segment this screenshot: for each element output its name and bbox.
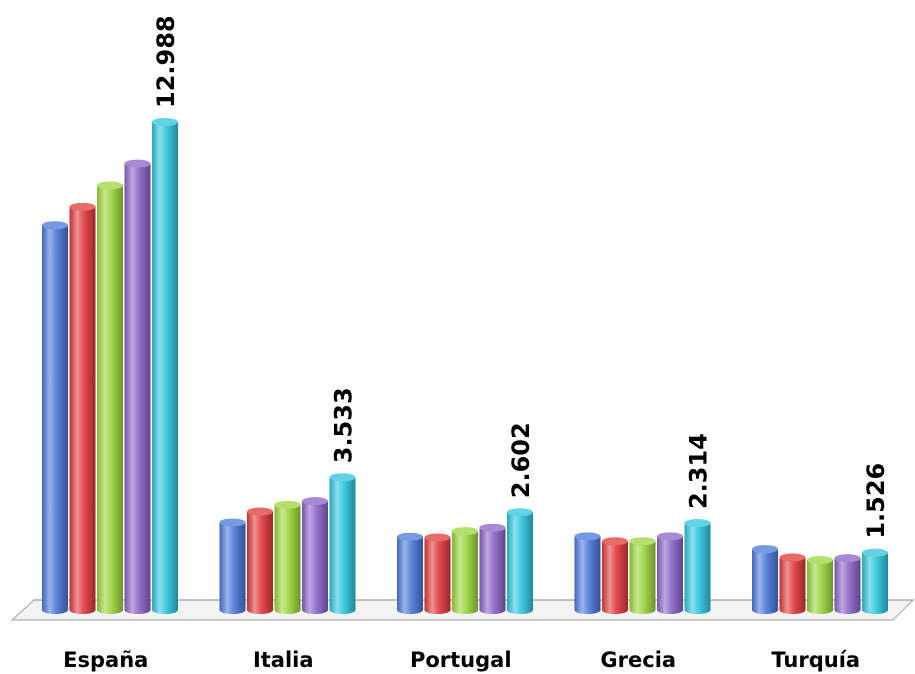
bar-top-cap [684,519,711,528]
bar-body [97,185,123,614]
bar-grecia-series-2 [602,537,628,614]
bar-top-cap [574,532,601,541]
data-labels-group: 12.988 3.533 2.602 2.314 1.526 [152,15,890,538]
bar-top-cap [69,202,96,211]
bar-top-cap [479,523,506,532]
bar-turquia-series-3 [807,556,833,614]
category-label-portugal: Portugal [410,648,512,672]
bar-body [834,558,861,614]
bar-top-cap [247,507,273,516]
bar-turquia-series-1 [752,545,778,614]
bar-top-cap [152,118,178,126]
bar-top-cap [424,533,451,542]
bar-body [124,163,151,614]
bars-group [42,118,888,615]
bar-espana-series-2 [69,202,96,615]
bar-top-cap [97,181,123,190]
bar-body [274,504,301,614]
bar-italia-series-1 [219,518,246,614]
bar-top-cap [452,527,478,536]
bar-top-cap [629,537,656,546]
bar-body [424,537,451,614]
bar-body [397,536,423,614]
bar-body [452,531,478,614]
bar-turquia-series-2 [779,553,806,614]
bar-top-cap [507,508,533,517]
bar-italia-series-3 [274,500,301,614]
bar-italia-series-5 [329,473,356,614]
bar-top-cap [124,159,151,168]
bar-top-cap [807,556,833,565]
bar-grecia-series-3 [629,537,656,614]
bar-body [302,501,328,614]
category-label-italia: Italia [253,648,314,672]
bar-body [479,527,506,614]
bar-espana-series-3 [97,181,123,614]
bar-body [629,541,656,614]
bar-body [42,225,68,614]
bar-body [752,549,778,614]
bar-portugal-series-3 [452,527,478,614]
bar-body [152,122,178,614]
bar-body [602,541,628,614]
bar-body [329,477,356,614]
bar-grecia-series-1 [574,532,601,614]
bar-body [219,522,246,614]
bar-portugal-series-1 [397,532,423,614]
bar-top-cap [42,221,68,230]
bar-body [657,536,683,614]
bar-portugal-series-2 [424,533,451,614]
data-label-espana: 12.988 [152,15,180,108]
category-labels-group: España Italia Portugal Grecia Turquía [63,648,860,672]
category-label-espana: España [63,648,148,672]
data-label-turquia: 1.526 [862,463,890,539]
bar-portugal-series-5 [507,508,533,614]
bar-top-cap [779,553,806,562]
bar-grecia-series-4 [657,532,683,614]
category-label-grecia: Grecia [600,648,676,672]
data-label-portugal: 2.602 [507,422,535,498]
bar-top-cap [397,532,423,541]
bar-turquia-series-4 [834,554,861,614]
bar-top-cap [657,532,683,541]
bar-body [684,523,711,614]
bar-body [807,560,833,614]
bar-espana-series-5 [152,118,178,614]
data-label-grecia: 2.314 [685,433,713,509]
bar-top-cap [274,500,301,509]
bar-body [507,512,533,614]
bar-italia-series-2 [247,507,273,614]
data-label-italia: 3.533 [330,387,358,463]
bar-espana-series-1 [42,221,68,614]
bar-portugal-series-4 [479,523,506,614]
bar-espana-series-4 [124,159,151,614]
bar-top-cap [602,537,628,546]
bar-grecia-series-5 [684,519,711,614]
bar-top-cap [219,518,246,527]
bar-italia-series-4 [302,497,328,614]
bar-top-cap [329,473,356,482]
bar-body [779,557,806,614]
bar-body [862,552,888,614]
category-label-turquia: Turquía [771,648,860,672]
bar-top-cap [834,554,861,563]
bar-top-cap [862,548,888,557]
bar-body [69,206,96,615]
bar-top-cap [752,545,778,554]
bar-turquia-series-5 [862,548,888,614]
bar-body [574,536,601,614]
bar-body [247,511,273,614]
bar-top-cap [302,497,328,506]
